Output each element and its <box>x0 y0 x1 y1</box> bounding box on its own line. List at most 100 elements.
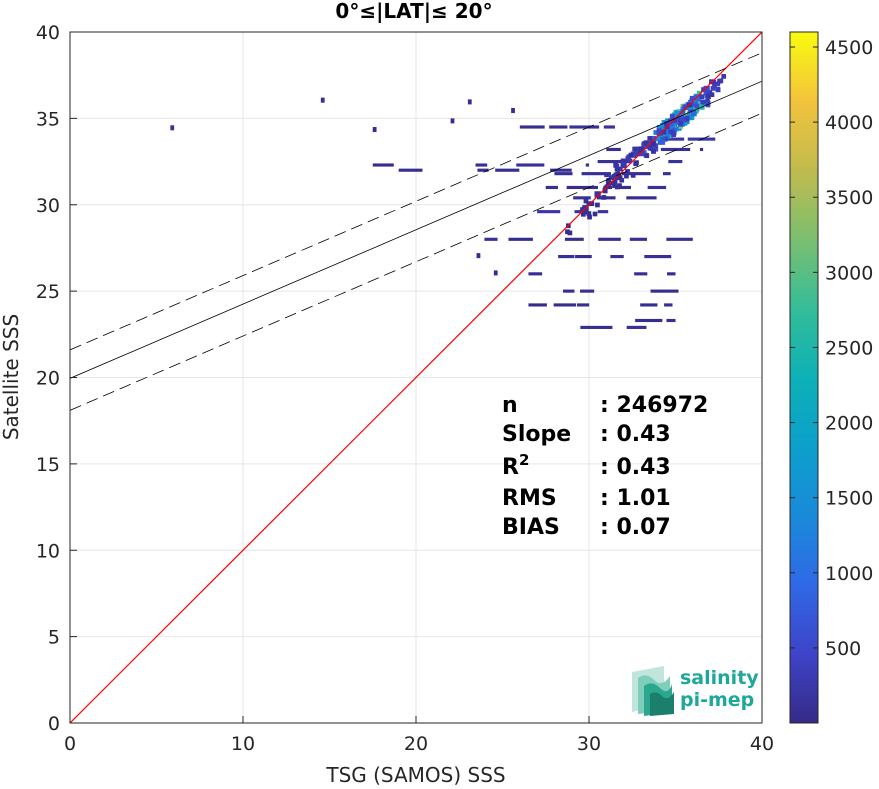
density-cell <box>644 153 650 159</box>
outlier-cell <box>511 108 515 114</box>
density-cell <box>616 173 622 179</box>
density-cell <box>564 237 584 241</box>
y-tick-label: 10 <box>36 540 60 562</box>
density-cell <box>660 140 666 145</box>
x-axis-ticks: 0 10 20 30 40 <box>64 716 774 755</box>
density-cell <box>663 136 668 142</box>
density-cell <box>563 289 575 293</box>
density-cell <box>602 188 608 194</box>
density-cell <box>647 145 653 151</box>
y-tick-label: 40 <box>36 22 60 44</box>
density-cell <box>589 201 595 206</box>
regression-line <box>70 80 762 379</box>
density-cell <box>677 117 683 123</box>
fit-lines <box>70 32 762 723</box>
x-tick-label: 10 <box>231 733 255 755</box>
density-cell <box>612 183 617 189</box>
density-cell-peak <box>611 173 619 181</box>
density-cell <box>688 107 693 112</box>
density-cell <box>508 237 533 241</box>
stat-label: RMS <box>502 486 557 511</box>
density-cell <box>477 168 489 172</box>
stat-value: : 246972 <box>600 393 708 418</box>
density-cell <box>668 159 683 164</box>
density-cell <box>592 211 598 217</box>
stat-value: : 0.07 <box>600 515 671 540</box>
density-cell <box>629 237 648 241</box>
density-cell <box>628 152 634 158</box>
density-cell <box>721 74 727 79</box>
y-tick-label: 0 <box>48 713 60 735</box>
outlier-cell <box>372 127 377 133</box>
density-cell <box>660 123 665 128</box>
y-axis-ticks: 0 5 10 15 20 25 30 35 40 <box>36 22 77 735</box>
density-cell <box>672 117 678 123</box>
density-cell <box>608 175 614 180</box>
wave-logo-icon <box>632 666 674 716</box>
chart-title: 0°≤|LAT|≤ 20° <box>335 0 492 23</box>
outlier-cell <box>170 125 175 131</box>
density-cell <box>647 185 667 190</box>
density-cell <box>580 325 613 329</box>
density-cell-peak <box>703 85 710 93</box>
colorbar-tick-label: 4000 <box>825 112 873 134</box>
density-cell <box>618 185 631 190</box>
density-cell <box>528 272 543 276</box>
colorbar-tick-label: 500 <box>825 638 861 660</box>
density-cell <box>598 237 621 241</box>
density-cell <box>678 120 683 126</box>
density-cell <box>545 185 558 190</box>
density-cell <box>664 303 673 307</box>
y-tick-label: 5 <box>48 627 60 649</box>
x-tick-label: 0 <box>64 733 76 755</box>
stat-value: : 0.43 <box>600 455 671 480</box>
density-cell <box>573 196 591 200</box>
density-cell <box>699 147 704 152</box>
density-cell <box>639 147 645 152</box>
density-cell <box>653 130 659 135</box>
density-cell <box>668 121 674 127</box>
density-cell <box>699 94 705 100</box>
density-cell <box>475 163 488 167</box>
density-cell <box>575 255 592 259</box>
density-cell <box>583 198 589 204</box>
density-cell <box>596 196 616 200</box>
density-cell <box>667 272 676 276</box>
density-cell <box>627 158 633 164</box>
density-cell-peak <box>594 191 601 198</box>
density-cell <box>597 159 629 164</box>
density-cell <box>706 94 711 100</box>
density-cell <box>662 132 668 138</box>
y-axis-label: Satellite SSS <box>0 314 23 440</box>
density-cell <box>625 169 630 174</box>
density-cell <box>660 147 691 152</box>
density-cell <box>549 125 568 129</box>
y-tick-label: 30 <box>36 195 60 217</box>
density-cell <box>640 151 645 157</box>
density-cell <box>657 140 663 145</box>
density-cell <box>585 163 589 167</box>
stat-value: : 1.01 <box>600 486 671 511</box>
density-cell <box>694 103 700 109</box>
density-cell <box>693 108 699 114</box>
density-cell <box>537 210 561 214</box>
outlier-cell <box>450 118 455 124</box>
density-cell <box>696 90 702 96</box>
density-cell <box>626 325 647 329</box>
salinity-pi-mep-logo: salinity pi-mep <box>632 666 759 716</box>
outlier-cell <box>320 97 325 103</box>
density-cell <box>495 168 520 172</box>
density-cell <box>715 87 721 93</box>
y-tick-label: 15 <box>36 454 60 476</box>
colorbar-tick-label: 1500 <box>825 488 873 510</box>
density-cell <box>595 202 600 208</box>
density-cell <box>565 229 570 235</box>
density-cell <box>519 125 545 129</box>
density-cell <box>643 141 648 146</box>
logo-text-line2: pi-mep <box>680 689 754 711</box>
density-cell <box>708 79 714 84</box>
density-cell <box>666 237 693 241</box>
x-tick-label: 30 <box>577 733 601 755</box>
density-cell <box>605 179 611 185</box>
